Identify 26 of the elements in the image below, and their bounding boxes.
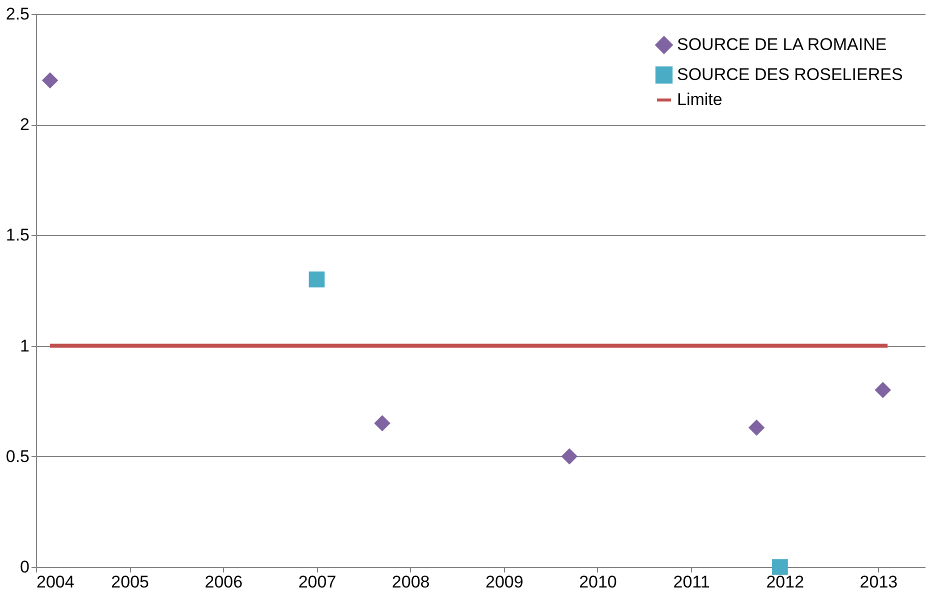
point [561,448,578,464]
point [748,420,764,436]
point [42,72,58,88]
legend-label: SOURCE DE LA ROMAINE [677,35,887,54]
point [308,272,325,288]
x-tick-label: 2006 [204,572,243,592]
x-tick-label: 2010 [579,572,617,592]
y-tick-label: 2.5 [6,4,30,24]
x-tick-label: 2012 [766,572,804,592]
y-tick-label: 1 [20,336,30,356]
y-tick-label: 0.5 [6,446,30,466]
y-tick-label: 2 [20,115,30,134]
x-tick-label: 2004 [36,572,74,592]
x-tick-label: 2011 [673,572,710,592]
x-tick-label: 2007 [298,572,336,592]
x-tick-label: 2008 [392,572,430,592]
x-tick-label: 2013 [860,572,898,592]
x-tick-label: 2005 [111,572,149,592]
point [772,559,788,575]
legend-label: Limite [677,90,722,109]
legend-label: SOURCE DES ROSELIERES [677,65,903,84]
point [874,382,891,398]
y-tick-label: 0 [20,558,30,576]
x-tick-label: 2009 [485,572,524,592]
point [374,415,390,432]
y-tick-label: 1.5 [6,226,30,245]
